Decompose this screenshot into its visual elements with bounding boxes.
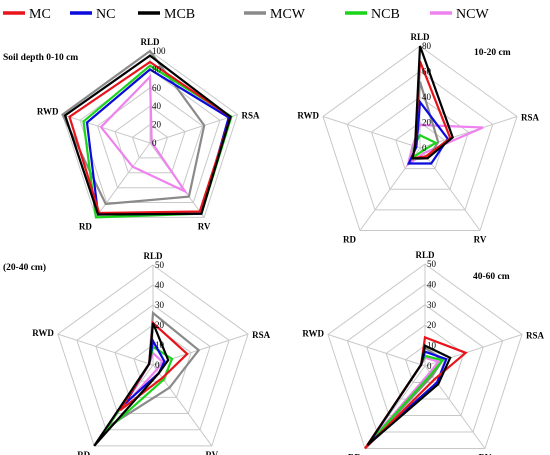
series-mcb [93,322,170,447]
legend-item-nc: NC [70,7,115,22]
axis-label-rd: RD [348,453,361,455]
grid-ring [346,283,504,433]
panel-title: 40-60 cm [473,272,510,282]
tick-label: 80 [152,64,162,74]
spoke-rwd [322,116,421,149]
series-mcb [366,343,452,447]
axis-label-rv: RV [474,235,487,245]
axis-label-rd: RD [79,221,92,231]
grid-ring [366,304,484,416]
axis-label-rwd: RWD [302,329,324,339]
panel-title: 10-20 cm [474,48,511,58]
grid-ring [327,263,523,449]
grid-ring [131,123,169,159]
grid-ring [95,304,211,414]
tick-label: 40 [427,279,437,289]
legend-item-mc: MC [3,7,51,22]
axis-label-rld: RLD [140,37,160,47]
panel-title: Soil depth 0-10 cm [3,53,78,63]
spoke-rv [419,147,481,231]
grid-ring [79,68,221,203]
tick-label: 60 [422,67,432,77]
series-mcb [411,45,454,160]
grid-ring [322,45,518,231]
grid-ring [57,264,249,447]
legend-item-ncw: NCW [430,7,489,22]
axis-label-rld: RLD [415,250,435,260]
tick-label: 30 [427,300,437,310]
tick-label: 80 [422,41,432,51]
grid-ring [346,70,494,211]
legend-label: MC [29,7,51,22]
legend-label: NCB [371,7,400,22]
tick-label: 40 [155,280,165,290]
legend-item-mcw: MCW [244,7,306,22]
tick-label: 30 [155,300,165,310]
tick-label: 50 [155,260,165,270]
axis-label-rsa: RSA [521,113,540,123]
tick-label: 0 [152,138,157,148]
grid-ring [114,105,186,174]
tick-label: 0 [155,360,160,370]
axis-label-rsa: RSA [242,111,261,121]
axis-label-rld: RLD [410,32,430,42]
spoke-rwd [57,333,154,366]
series-mcb [63,54,232,216]
axis-label-rwd: RWD [37,107,59,117]
legend-label: MCB [164,7,195,22]
series-nc [407,99,450,165]
legend-label: MCW [270,7,306,22]
tick-label: 40 [152,101,162,111]
tick-label: 10 [427,341,437,351]
tick-label: 20 [155,320,165,330]
axis-label-rwd: RWD [32,328,54,338]
panel-title: (20-40 cm) [3,262,46,273]
tick-label: 40 [422,92,432,102]
tick-label: 10 [155,340,165,350]
axis-label-rsa: RSA [526,331,545,341]
tick-label: 100 [152,46,166,56]
spoke-rwd [327,334,426,367]
axis-label-rsa: RSA [252,330,271,340]
spoke-rd [95,142,151,218]
tick-label: 20 [152,120,162,130]
axis-label-rd: RD [77,450,90,455]
grid-ring [76,284,230,431]
tick-label: 60 [152,83,162,93]
legend-item-mcb: MCB [138,7,195,22]
tick-label: 20 [427,320,437,330]
axis-label-rld: RLD [143,251,163,261]
grid-ring [96,87,204,189]
axis-label-rd: RD [343,235,356,245]
tick-label: 50 [427,259,437,269]
series-mcw [61,49,206,206]
tick-label: 20 [422,118,432,128]
legend-label: NCW [456,7,489,22]
legend: MC NC MCB MCW NCB NCW [3,7,489,22]
series-ncw [99,74,189,195]
spoke-rwd [62,114,151,144]
axis-label-rv: RV [205,450,218,455]
legend-item-ncb: NCB [345,7,400,22]
grid-ring [395,121,445,170]
axis-label-rv: RV [479,453,492,455]
legend-label: NC [96,7,115,22]
axis-label-rv: RV [198,221,211,231]
axis-label-rwd: RWD [297,111,319,121]
tick-label: 0 [427,361,432,371]
spoke-rsa [149,114,238,144]
tick-label: 0 [422,143,427,153]
